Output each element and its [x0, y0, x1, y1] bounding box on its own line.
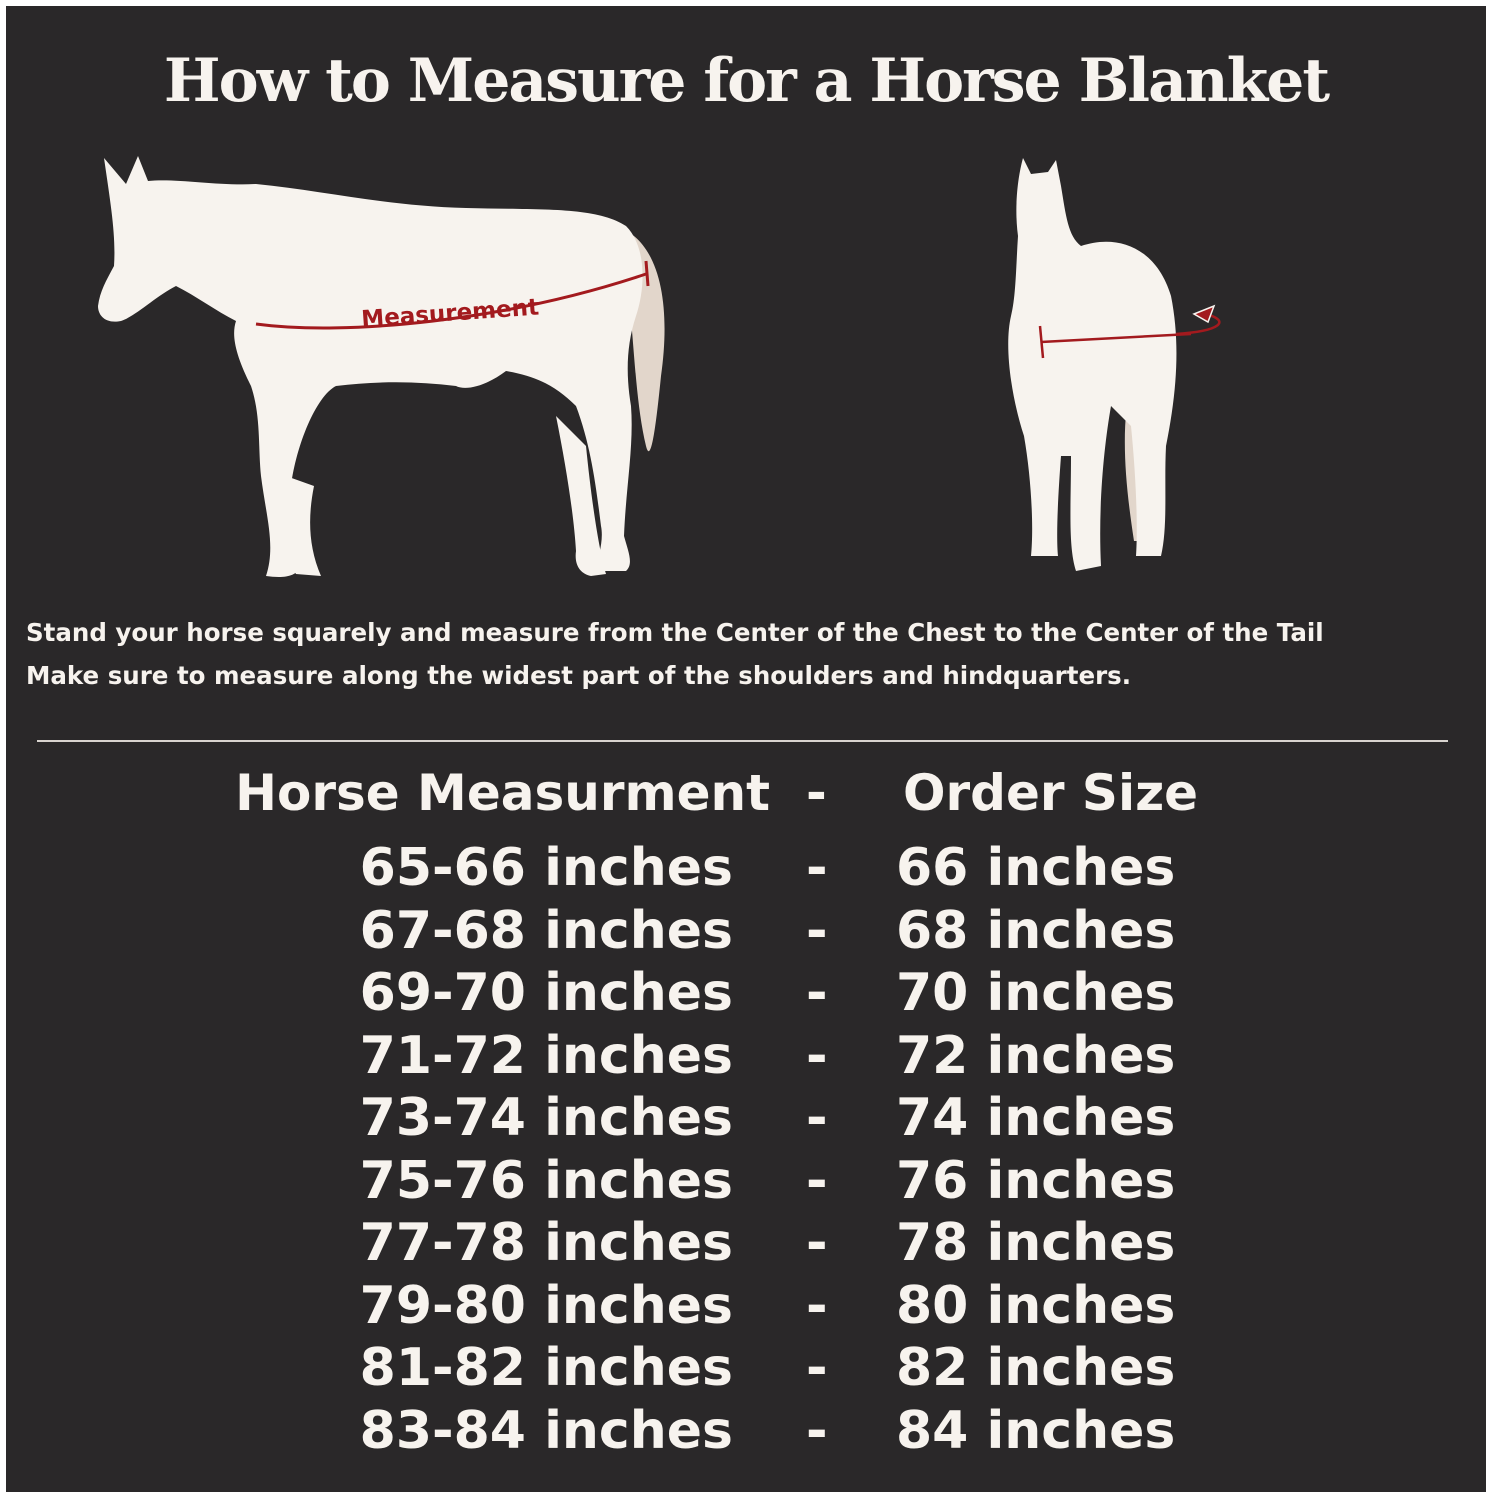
row-size: 72 inches: [896, 1025, 1176, 1086]
row-separator: -: [806, 1338, 828, 1398]
row-measurement: 75-76 inches: [359, 1150, 733, 1211]
header-measurement: Horse Measurment: [235, 764, 770, 822]
horse-side-view-icon: Measurement: [98, 156, 665, 577]
row-size: 70 inches: [896, 963, 1176, 1023]
row-separator: -: [806, 963, 828, 1023]
row-separator: -: [806, 1088, 828, 1148]
row-measurement: 83-84 inches: [359, 1400, 733, 1461]
instruction-line-1: Stand your horse squarely and measure fr…: [26, 618, 1324, 647]
row-size: 80 inches: [896, 1275, 1176, 1336]
row-size: 84 inches: [896, 1400, 1176, 1461]
header-size: Order Size: [903, 764, 1199, 822]
row-separator: -: [806, 1275, 828, 1336]
row-measurement: 67-68 inches: [359, 900, 733, 961]
size-chart-board: How to Measure for a Horse Blanket Measu…: [6, 6, 1486, 1492]
row-size: 74 inches: [896, 1088, 1176, 1148]
instruction-line-2: Make sure to measure along the widest pa…: [26, 661, 1132, 690]
row-measurement: 69-70 inches: [359, 963, 733, 1023]
page-title: How to Measure for a Horse Blanket: [163, 46, 1330, 116]
row-separator: -: [806, 1213, 828, 1273]
row-separator: -: [806, 1150, 828, 1211]
row-measurement: 81-82 inches: [359, 1338, 733, 1398]
row-measurement: 71-72 inches: [359, 1025, 733, 1086]
row-measurement: 79-80 inches: [359, 1275, 733, 1336]
row-measurement: 73-74 inches: [359, 1088, 733, 1148]
row-size: 76 inches: [896, 1150, 1176, 1211]
row-size: 78 inches: [896, 1213, 1176, 1273]
row-separator: -: [806, 1025, 828, 1086]
row-size: 68 inches: [896, 900, 1176, 961]
row-separator: -: [806, 838, 828, 898]
header-separator: -: [806, 764, 827, 822]
row-size: 66 inches: [896, 838, 1176, 898]
horse-front-view-icon: [1008, 158, 1221, 571]
divider: [37, 740, 1448, 742]
row-separator: -: [806, 900, 828, 961]
row-measurement: 77-78 inches: [359, 1213, 733, 1273]
row-size: 82 inches: [896, 1338, 1176, 1398]
row-measurement: 65-66 inches: [359, 838, 733, 898]
row-separator: -: [806, 1400, 828, 1461]
